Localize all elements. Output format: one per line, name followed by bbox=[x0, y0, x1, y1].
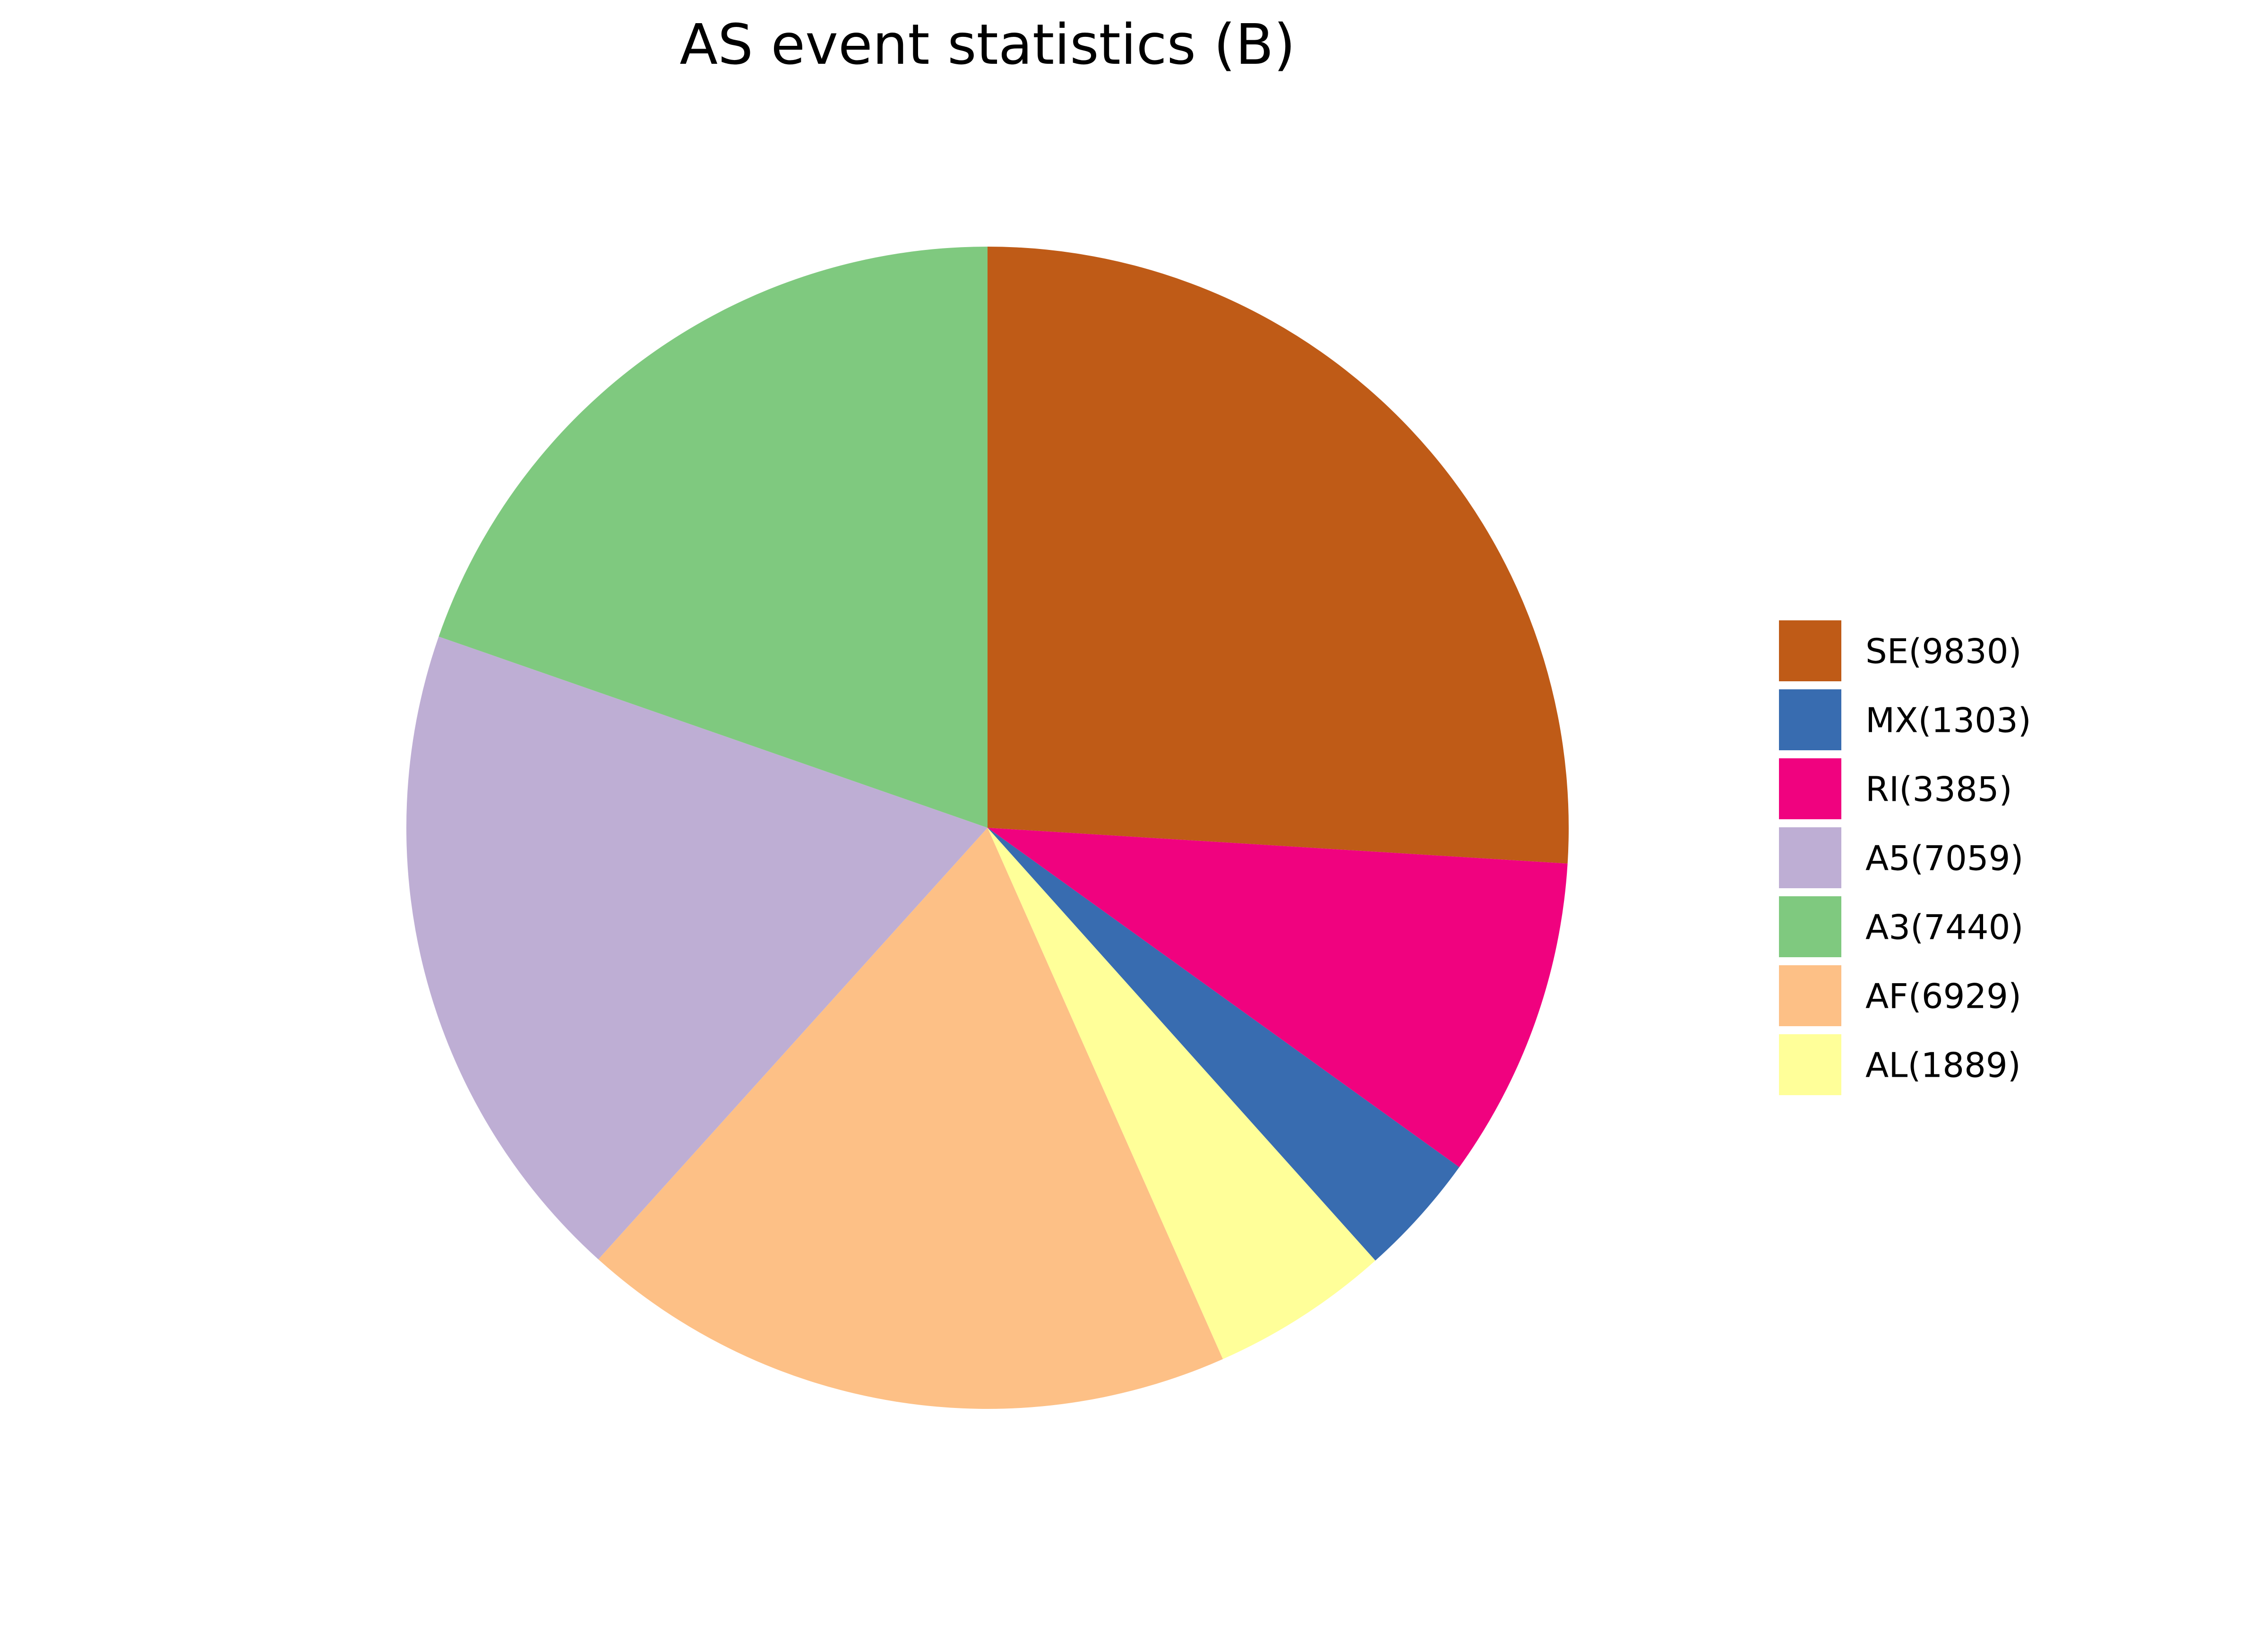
legend-label-mx: MX(1303) bbox=[1865, 701, 2031, 740]
legend-label-a3: A3(7440) bbox=[1865, 908, 2023, 947]
pie-slice-se bbox=[988, 247, 1569, 864]
legend-label-ri: RI(3385) bbox=[1865, 770, 2012, 809]
chart-title: AS event statistics (B) bbox=[679, 12, 1295, 77]
pie-slice-af bbox=[598, 828, 1223, 1409]
legend-swatch-mx bbox=[1776, 686, 1844, 753]
legend-swatch-ri bbox=[1776, 755, 1844, 822]
legend-label-se: SE(9830) bbox=[1865, 632, 2022, 671]
legend-swatch-se bbox=[1776, 618, 1844, 684]
legend-swatch-a3 bbox=[1776, 893, 1844, 960]
legend-label-af: AF(6929) bbox=[1865, 977, 2021, 1016]
pie-slice-ri bbox=[988, 828, 1568, 1167]
pie-slice-al bbox=[988, 828, 1375, 1359]
legend-label-al: AL(1889) bbox=[1865, 1046, 2021, 1085]
pie-slice-a3 bbox=[438, 247, 988, 828]
legend-swatch-af bbox=[1776, 962, 1844, 1029]
legend-label-a5: A5(7059) bbox=[1865, 839, 2023, 878]
legend-swatch-al bbox=[1776, 1031, 1844, 1098]
legend-swatch-a5 bbox=[1776, 824, 1844, 891]
pie-slice-a5 bbox=[406, 636, 988, 1260]
pie-slices bbox=[406, 247, 1569, 1409]
pie-slice-mx bbox=[988, 828, 1460, 1261]
legend: SE(9830) MX(1303) RI(3385) A5(7059) A3(7440)… bbox=[1776, 618, 2031, 1098]
